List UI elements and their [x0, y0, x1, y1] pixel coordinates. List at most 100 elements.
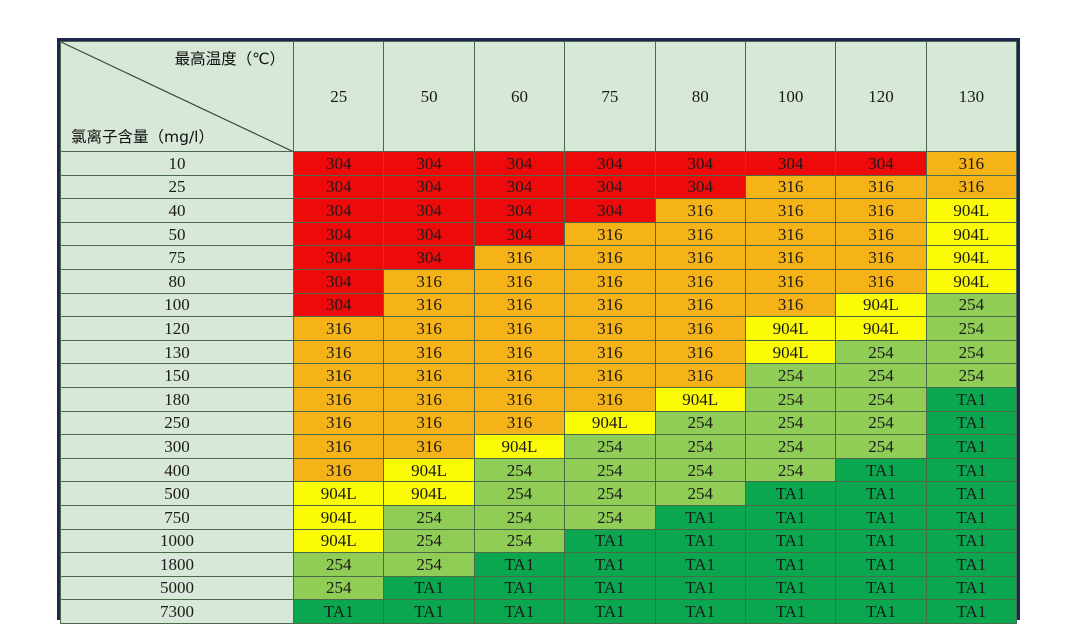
- matrix-cell: 304: [292, 221, 385, 247]
- table-row: 130 316 316 316 316 316 904L 254 254: [60, 339, 1018, 365]
- row-header-1000: 1000: [60, 528, 294, 554]
- matrix-cell: TA1: [473, 599, 566, 624]
- matrix-cell: 316: [383, 292, 475, 318]
- matrix-cell: 316: [292, 363, 385, 388]
- table-row: 100 304 316 316 316 316 316 904L 254: [60, 292, 1018, 318]
- matrix-cell: 316: [383, 268, 475, 294]
- table-row: 1000 904L 254 254 TA1 TA1 TA1 TA1 TA1: [60, 528, 1018, 554]
- row-header-130: 130: [60, 339, 294, 365]
- matrix-cell: 254: [564, 434, 656, 459]
- matrix-cell: 904L: [292, 504, 385, 530]
- matrix-cell: 904L: [835, 292, 927, 318]
- matrix-cell: TA1: [654, 575, 746, 601]
- matrix-cell: 254: [744, 410, 837, 436]
- matrix-cell: 904L: [383, 481, 475, 506]
- matrix-cell: 316: [564, 268, 656, 294]
- matrix-cell: 904L: [925, 198, 1018, 223]
- matrix-cell: 904L: [744, 339, 837, 365]
- matrix-cell: 316: [564, 363, 656, 388]
- matrix-cell: 304: [564, 174, 656, 200]
- matrix-cell: 254: [744, 363, 837, 388]
- matrix-cell: TA1: [744, 504, 837, 530]
- matrix-cell: TA1: [564, 575, 656, 601]
- matrix-cell: 316: [383, 339, 475, 365]
- matrix-cell: 304: [292, 268, 385, 294]
- matrix-cell: 316: [654, 198, 746, 223]
- matrix-cell: 316: [744, 198, 837, 223]
- column-header-120: 120: [835, 41, 927, 152]
- matrix-cell: 254: [835, 386, 927, 412]
- matrix-cell: 316: [835, 174, 927, 200]
- matrix-cell: 316: [383, 316, 475, 341]
- matrix-cell: 254: [925, 292, 1018, 318]
- matrix-cell: 254: [744, 434, 837, 459]
- row-header-120: 120: [60, 316, 294, 341]
- matrix-cell: TA1: [564, 528, 656, 554]
- matrix-cell: 254: [925, 316, 1018, 341]
- header-row: 最高温度（℃） 氯离子含量（mg/l） 25 50 60 75 80 100 120 130: [60, 41, 1018, 152]
- matrix-cell: 904L: [473, 434, 566, 459]
- matrix-cell: 904L: [925, 245, 1018, 270]
- matrix-cell: 254: [383, 528, 475, 554]
- table-row: 750 904L 254 254 254 TA1 TA1 TA1 TA1: [60, 504, 1018, 530]
- matrix-cell: 254: [564, 457, 656, 483]
- table-row: 80 304 316 316 316 316 316 316 904L: [60, 268, 1018, 294]
- matrix-cell: TA1: [473, 552, 566, 577]
- table-row: 150 316 316 316 316 316 254 254 254: [60, 363, 1018, 388]
- matrix-cell: TA1: [925, 457, 1018, 483]
- matrix-cell: 316: [744, 174, 837, 200]
- column-header-130: 130: [925, 41, 1018, 152]
- matrix-cell: 316: [564, 292, 656, 318]
- matrix-cell: TA1: [925, 386, 1018, 412]
- matrix-cell: 316: [835, 221, 927, 247]
- matrix-cell: 304: [564, 198, 656, 223]
- matrix-cell: 316: [654, 292, 746, 318]
- matrix-cell: TA1: [835, 481, 927, 506]
- matrix-cell: 254: [473, 481, 566, 506]
- matrix-cell: 304: [564, 151, 656, 176]
- row-header-100: 100: [60, 292, 294, 318]
- matrix-cell: 316: [744, 268, 837, 294]
- matrix-cell: 254: [744, 386, 837, 412]
- matrix-cell: TA1: [654, 528, 746, 554]
- column-header-100: 100: [744, 41, 837, 152]
- table-row: 40 304 304 304 304 316 316 316 904L: [60, 198, 1018, 223]
- matrix-cell: 316: [654, 339, 746, 365]
- row-header-40: 40: [60, 198, 294, 223]
- matrix-cell: 904L: [292, 481, 385, 506]
- matrix-cell: 316: [654, 316, 746, 341]
- table-row: 7300 TA1 TA1 TA1 TA1 TA1 TA1 TA1 TA1: [60, 599, 1018, 624]
- matrix-cell: TA1: [744, 528, 837, 554]
- matrix-cell: 316: [564, 221, 656, 247]
- row-header-1800: 1800: [60, 552, 294, 577]
- column-header-75: 75: [564, 41, 656, 152]
- matrix-cell: 316: [292, 457, 385, 483]
- matrix-cell: 904L: [292, 528, 385, 554]
- row-header-750: 750: [60, 504, 294, 530]
- table-row: 50 304 304 304 316 316 316 316 904L: [60, 221, 1018, 247]
- matrix-cell: 254: [835, 434, 927, 459]
- matrix-cell: 316: [473, 410, 566, 436]
- matrix-cell: TA1: [744, 481, 837, 506]
- row-header-7300: 7300: [60, 599, 294, 624]
- matrix-cell: 316: [292, 410, 385, 436]
- column-header-25: 25: [292, 41, 385, 152]
- table-row: 75 304 304 316 316 316 316 316 904L: [60, 245, 1018, 270]
- table-row: 400 316 904L 254 254 254 254 TA1 TA1: [60, 457, 1018, 483]
- matrix-cell: 254: [292, 575, 385, 601]
- matrix-cell: 316: [473, 316, 566, 341]
- row-header-500: 500: [60, 481, 294, 506]
- table-row: 250 316 316 316 904L 254 254 254 TA1: [60, 410, 1018, 436]
- matrix-cell: TA1: [744, 599, 837, 624]
- matrix-cell: TA1: [925, 575, 1018, 601]
- matrix-cell: 254: [473, 457, 566, 483]
- matrix-cell: 254: [654, 481, 746, 506]
- table-row: 25 304 304 304 304 304 316 316 316: [60, 174, 1018, 200]
- matrix-cell: TA1: [835, 528, 927, 554]
- matrix-cell: 316: [473, 268, 566, 294]
- matrix-cell: 316: [925, 174, 1018, 200]
- matrix-cell: TA1: [925, 552, 1018, 577]
- matrix-cell: 316: [835, 268, 927, 294]
- matrix-cell: 304: [292, 245, 385, 270]
- matrix-cell: 316: [473, 339, 566, 365]
